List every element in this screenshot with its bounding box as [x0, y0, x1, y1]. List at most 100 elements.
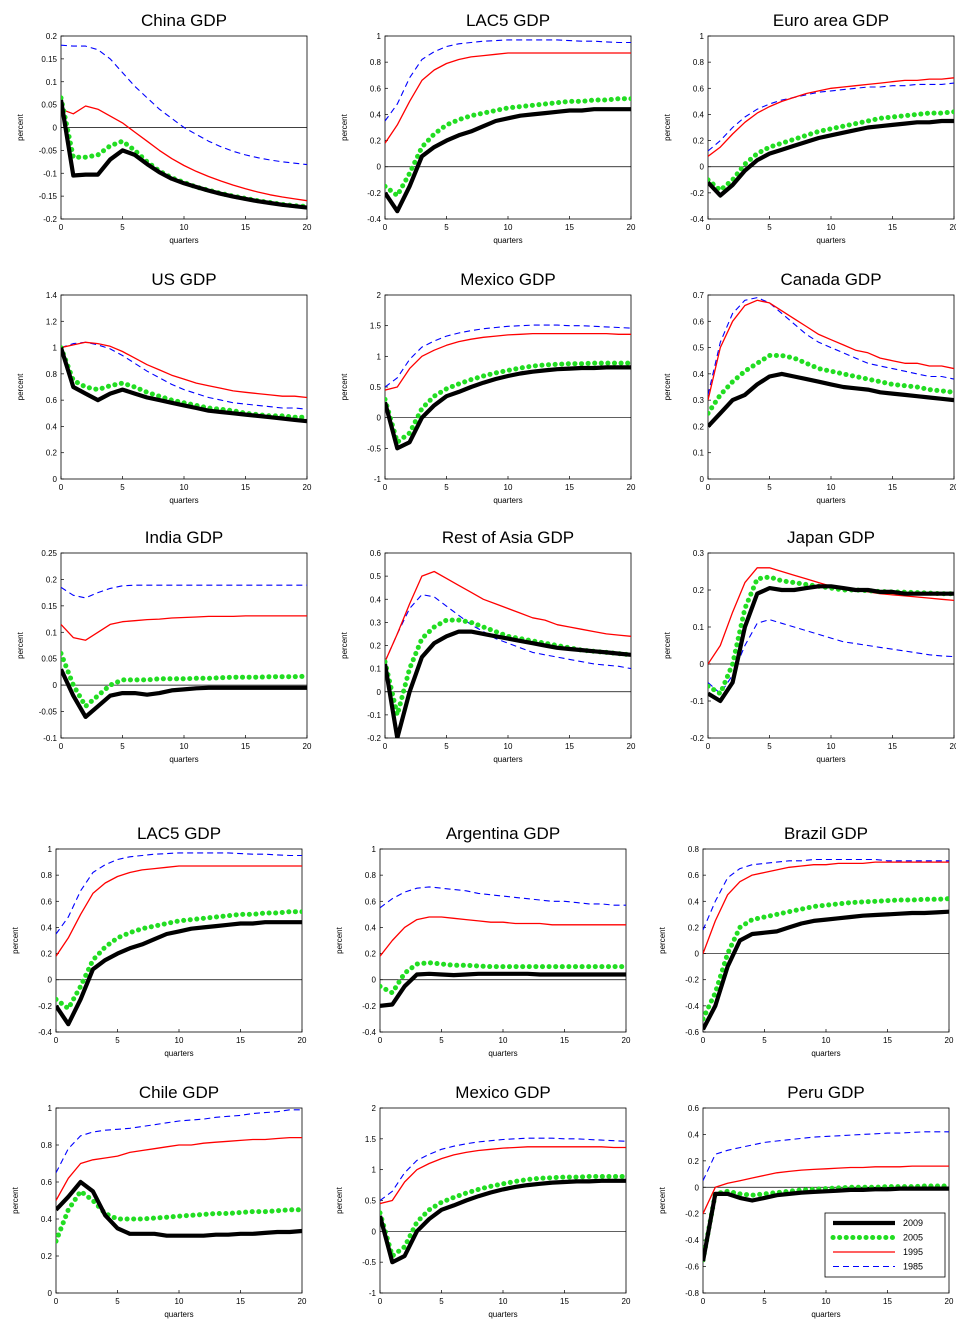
series-line-1985: [385, 324, 631, 388]
y-axis-label: percent: [16, 113, 25, 140]
series-line-2009: [708, 118, 954, 198]
panel-title: China GDP: [141, 11, 227, 30]
series-group: [708, 297, 954, 428]
legend-label: 1985: [903, 1262, 923, 1272]
series-line-2009: [708, 584, 954, 704]
x-tick-label: 10: [180, 483, 189, 492]
y-tick-label: 0.3: [693, 549, 705, 558]
y-tick-label: 2: [377, 291, 382, 300]
x-axis-label: quarters: [811, 1049, 840, 1058]
y-tick-label: -0.15: [39, 192, 58, 201]
y-tick-label: 0.6: [688, 871, 700, 880]
series-line-2009: [385, 365, 631, 451]
y-axis-label: percent: [340, 631, 349, 658]
y-tick-label: 0: [700, 660, 705, 669]
y-tick-label: 0.4: [41, 923, 53, 932]
y-tick-label: 0: [377, 688, 382, 697]
y-tick-label: 0.05: [41, 101, 57, 110]
x-tick-label: 20: [950, 742, 956, 751]
x-tick-label: 15: [883, 1297, 892, 1306]
y-axis-label: percent: [16, 373, 25, 400]
x-tick-label: 20: [950, 483, 956, 492]
x-tick-label: 0: [701, 1297, 706, 1306]
y-tick-label: 0.2: [688, 1157, 700, 1166]
series-group: [385, 570, 631, 738]
y-tick-label: 1: [48, 845, 53, 854]
y-tick-label: 0.05: [41, 655, 57, 664]
x-tick-label: 20: [622, 1297, 631, 1306]
series-line-1995: [380, 916, 626, 957]
y-tick-label: 0.8: [46, 370, 58, 379]
y-tick-label: 0.4: [688, 897, 700, 906]
y-axis-label: percent: [658, 926, 667, 953]
y-axis-label: percent: [16, 631, 25, 658]
y-axis-label: percent: [663, 113, 672, 140]
y-tick-label: -1: [369, 1289, 377, 1298]
series-line-1995: [61, 615, 307, 641]
panel-title: Argentina GDP: [446, 824, 560, 843]
series-group: [61, 44, 307, 210]
y-tick-label: 0.2: [693, 137, 705, 146]
panel: Mexico GDP-1-0.500.511.520 5 10 15 20quarter…: [335, 1083, 631, 1319]
x-tick-label: 5: [762, 1297, 767, 1306]
y-tick-label: 0: [377, 414, 382, 423]
series-line-1995: [703, 861, 949, 954]
y-tick-label: 0: [695, 950, 700, 959]
y-tick-label: 0: [53, 124, 58, 133]
x-tick-label: 0: [59, 742, 64, 751]
panel-title: Euro area GDP: [773, 11, 889, 30]
x-tick-label: 0: [59, 223, 64, 232]
y-tick-label: 1.5: [365, 1135, 377, 1144]
x-tick-label: 10: [175, 1297, 184, 1306]
y-tick-label: 0.4: [693, 110, 705, 119]
y-tick-label: 0: [377, 163, 382, 172]
x-axis-label: quarters: [816, 755, 845, 764]
series-line-1985: [56, 1109, 302, 1174]
series-line-2005: [385, 96, 631, 198]
x-tick-label: 10: [827, 223, 836, 232]
y-tick-label: -0.6: [685, 1263, 699, 1272]
series-line-1995: [56, 1136, 302, 1201]
x-tick-label: 15: [241, 742, 250, 751]
panel: Argentina GDP-0.4-0.200.20.40.60.810 5 10 1…: [335, 824, 631, 1058]
x-tick-label: 5: [120, 483, 125, 492]
x-tick-label: 10: [504, 483, 513, 492]
series-line-1995: [385, 570, 631, 662]
legend-label: 1995: [903, 1247, 923, 1257]
x-tick-label: 15: [888, 742, 897, 751]
x-tick-label: 20: [298, 1036, 307, 1045]
x-tick-label: 15: [888, 223, 897, 232]
x-tick-label: 15: [565, 742, 574, 751]
x-tick-label: 15: [241, 483, 250, 492]
panel: Brazil GDP -0.6 -0.4 -0.2 0 0.2 0.4 0.6 0.8 0 5 10 1…: [658, 824, 954, 1058]
panel-title: LAC5 GDP: [466, 11, 550, 30]
y-axis-label: percent: [663, 373, 672, 400]
series-line-2005: [708, 109, 954, 193]
series-group: [61, 341, 307, 424]
series-line-1995: [385, 332, 631, 391]
series-group: [385, 324, 631, 451]
y-tick-label: 0.1: [693, 449, 705, 458]
y-tick-label: -0.05: [39, 146, 58, 155]
y-tick-label: 0.8: [41, 1141, 53, 1150]
y-tick-label: 0.4: [688, 1130, 700, 1139]
x-tick-label: 0: [706, 483, 711, 492]
x-tick-label: 5: [439, 1297, 444, 1306]
series-line-2009: [385, 107, 631, 214]
panel-title: Chile GDP: [139, 1083, 219, 1102]
legend-label: 2005: [903, 1233, 923, 1243]
y-tick-label: 0.5: [370, 572, 382, 581]
x-tick-label: 15: [565, 223, 574, 232]
y-tick-label: -0.05: [39, 708, 58, 717]
y-tick-label: 0.7: [693, 291, 705, 300]
y-tick-label: 1: [48, 1104, 53, 1113]
y-tick-label: 1: [377, 352, 382, 361]
x-tick-label: 10: [180, 742, 189, 751]
y-tick-label: 0.6: [365, 897, 377, 906]
x-tick-label: 5: [115, 1036, 120, 1045]
series-line-2009: [61, 346, 307, 424]
series-group: [703, 858, 949, 1031]
series-line-1995: [708, 299, 954, 401]
x-tick-label: 5: [115, 1297, 120, 1306]
